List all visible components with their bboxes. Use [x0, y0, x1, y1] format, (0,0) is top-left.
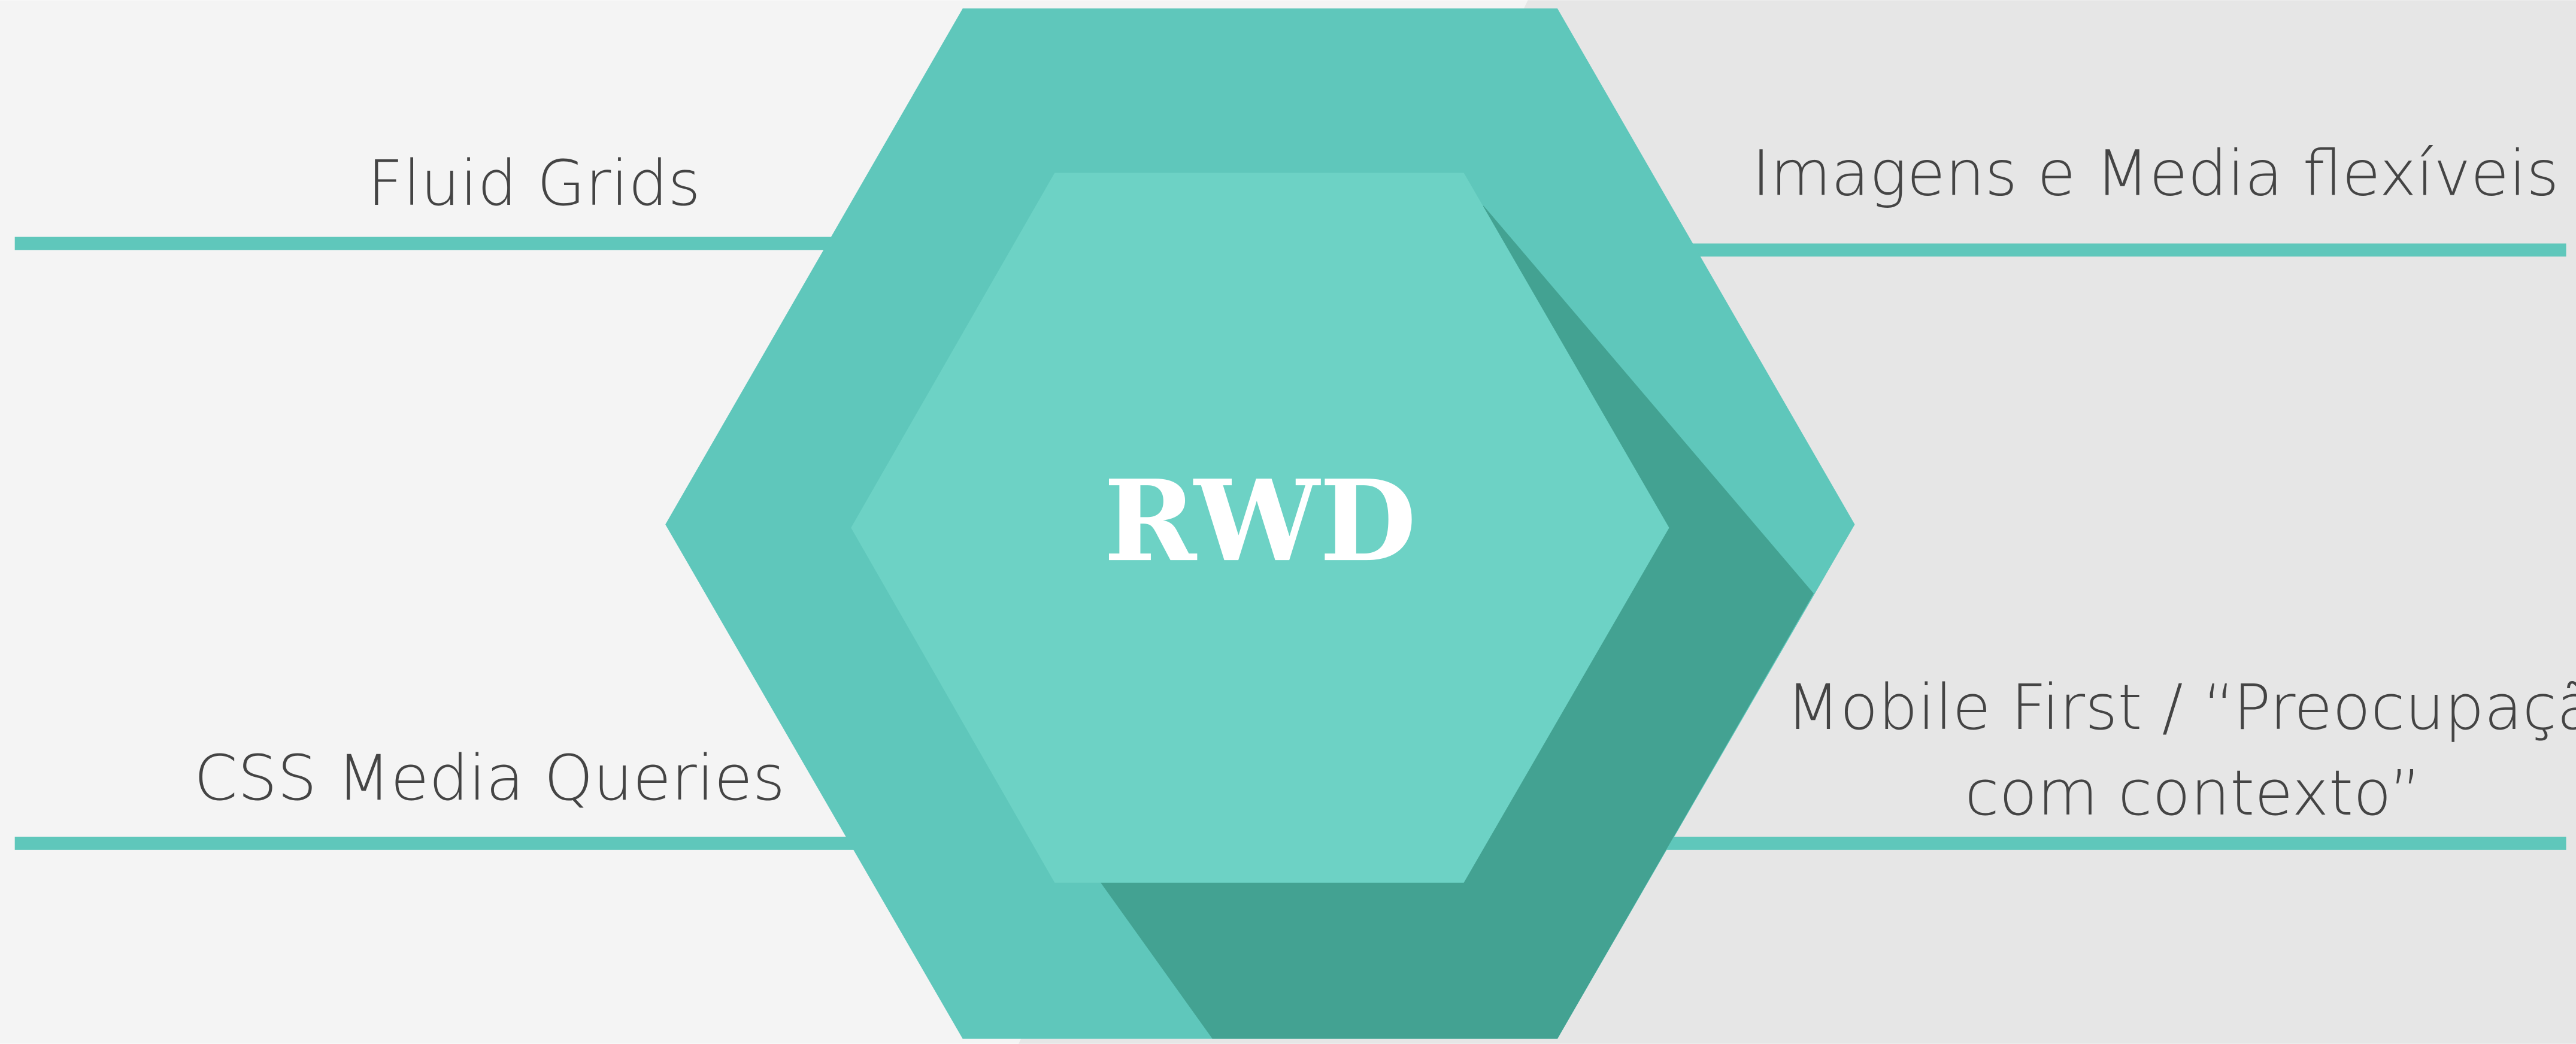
feature-label: Mobile First / “Preocupação	[1786, 671, 2576, 744]
feature-label: com contexto”	[1965, 756, 2422, 830]
center-label: RWD	[1104, 455, 1416, 586]
feature-label: CSS Media Queries	[194, 742, 785, 815]
inner-hexagon	[851, 173, 1669, 883]
feature-label: Fluid Grids	[367, 147, 700, 220]
feature-label: Imagens e Media flexíveis	[1752, 137, 2559, 210]
